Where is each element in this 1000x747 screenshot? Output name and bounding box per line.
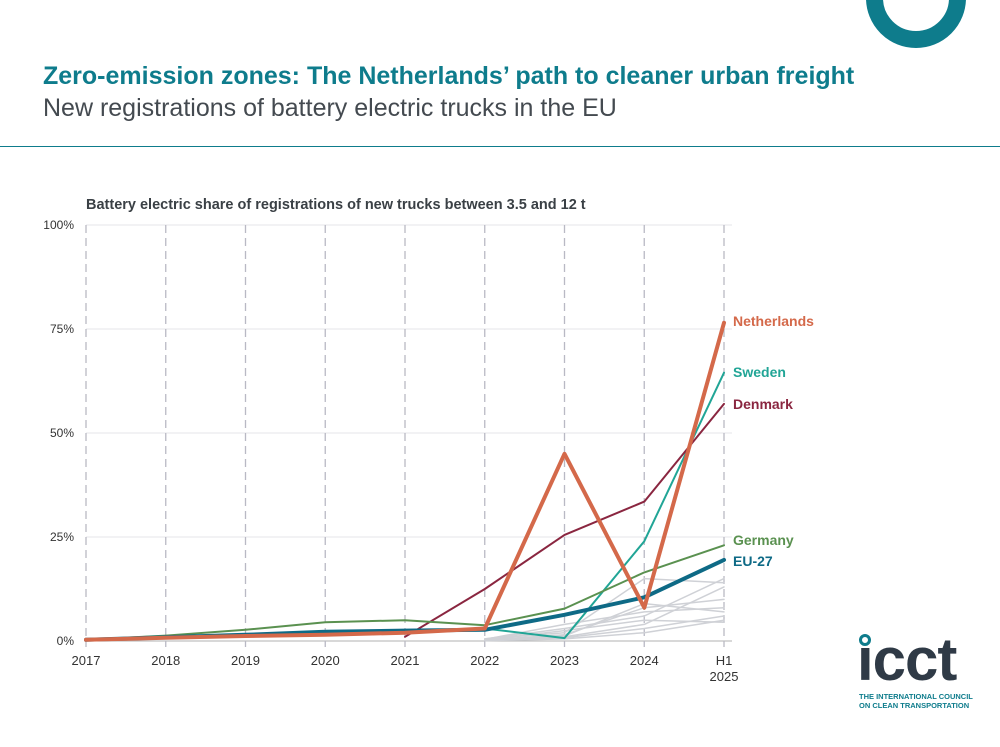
icct-tagline-line-1: THE INTERNATIONAL COUNCIL — [859, 692, 973, 701]
series-label-eu-27: EU-27 — [733, 553, 773, 569]
y-tick-label: 25% — [50, 530, 74, 544]
y-tick-label: 75% — [50, 322, 74, 336]
y-tick-label: 50% — [50, 426, 74, 440]
series-label-denmark: Denmark — [733, 396, 793, 412]
series-line-other-8 — [484, 619, 725, 641]
x-tick-label: 2023 — [550, 653, 579, 668]
series-line-germany — [85, 544, 725, 641]
x-tick-label: H1 2025 — [710, 653, 739, 684]
chart-series-labels: Netherlands Sweden Denmark Germany EU-27 — [733, 313, 814, 569]
x-tick-label: 2021 — [391, 653, 420, 668]
chart-series — [84, 320, 726, 642]
series-line-denmark — [404, 402, 725, 638]
y-tick-label: 100% — [43, 218, 74, 232]
x-tick-label-line: 2025 — [710, 669, 739, 684]
page-title: Zero-emission zones: The Netherlands’ pa… — [43, 62, 855, 90]
series-line-other-6 — [484, 615, 725, 641]
series-label-netherlands: Netherlands — [733, 313, 814, 329]
x-tick-label: 2018 — [151, 653, 180, 668]
series-label-germany: Germany — [733, 532, 794, 548]
icct-logo-tagline: THE INTERNATIONAL COUNCIL ON CLEAN TRANS… — [859, 692, 989, 710]
x-tick-label: 2024 — [630, 653, 659, 668]
chart-axes: 0% 25% 50% 75% 100% 2017 2018 2019 2020 2021 2022 2… — [43, 218, 738, 684]
x-tick-label: 2019 — [231, 653, 260, 668]
series-line-other-5 — [484, 606, 725, 641]
series-line-other-7 — [484, 619, 725, 642]
series-line-sweden — [483, 371, 725, 640]
x-tick-label: 2022 — [470, 653, 499, 668]
page-subtitle: New registrations of battery electric tr… — [43, 94, 617, 122]
chart-grid — [85, 224, 732, 647]
series-line-netherlands — [84, 320, 726, 642]
icct-tagline-line-2: ON CLEAN TRANSPORTATION — [859, 701, 970, 710]
x-tick-label: 2017 — [72, 653, 101, 668]
series-label-sweden: Sweden — [733, 364, 786, 380]
x-tick-label: 2020 — [311, 653, 340, 668]
header-divider — [0, 146, 1000, 147]
y-tick-label: 0% — [57, 634, 75, 648]
series-line-eu-27 — [84, 557, 726, 642]
icct-logo-dot-icon — [859, 634, 871, 646]
icct-logo-wordmark: icct — [857, 626, 957, 693]
x-tick-label-line: H1 — [716, 653, 733, 668]
chart-title: Battery electric share of registrations … — [86, 197, 586, 213]
series-line-other-4 — [484, 598, 725, 641]
series-line-other-9 — [484, 602, 725, 641]
